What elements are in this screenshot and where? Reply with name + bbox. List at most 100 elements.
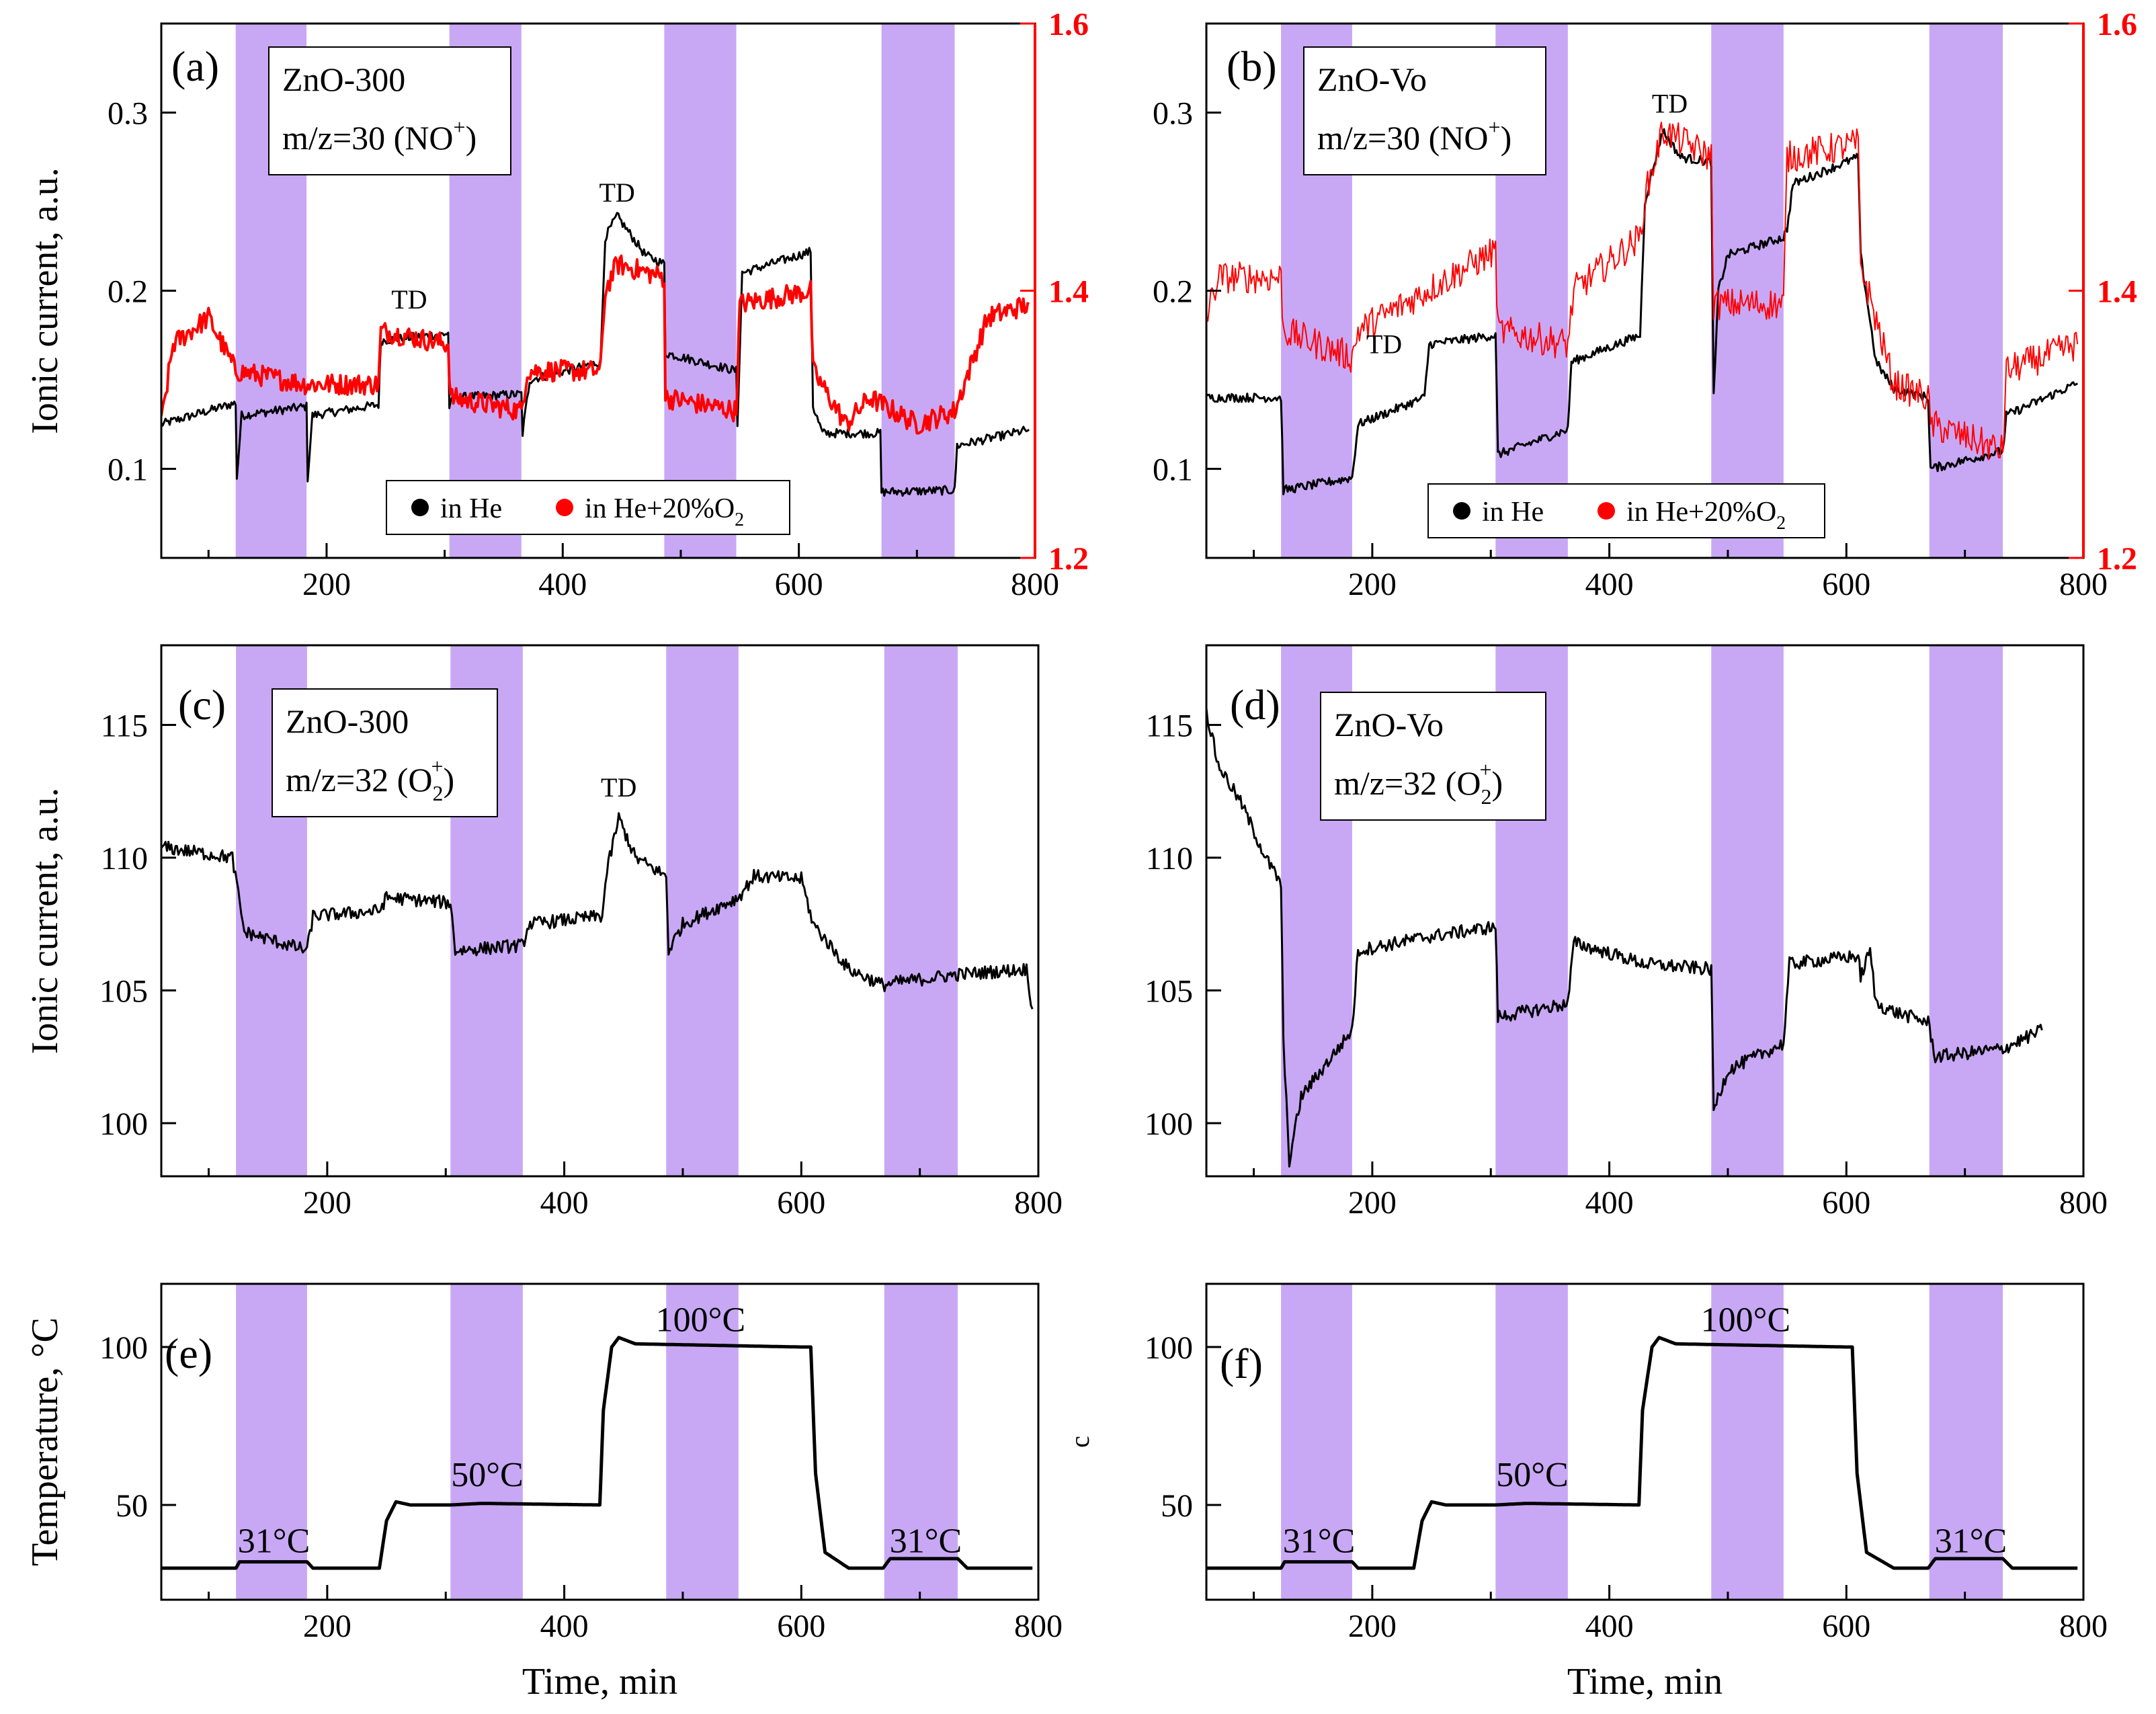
plot-frame-e <box>160 1282 1040 1601</box>
x-tick-label-d-600: 600 <box>1822 1185 1870 1221</box>
y-axis-title-a: Ionic current, a.u. <box>24 167 66 434</box>
info-box-c <box>272 688 498 817</box>
shaded-region-b-2 <box>1711 24 1784 558</box>
info-box-b <box>1303 46 1546 175</box>
info-box-sample-c: ZnO-300 <box>286 702 409 740</box>
series-line-b-0 <box>1206 128 2079 495</box>
shaded-region-d-2 <box>1711 645 1784 1176</box>
y-axis-title-f: c <box>1065 1436 1095 1448</box>
x-tick-label-a-400: 400 <box>538 567 587 602</box>
y-right-tick-label-a-1.6: 1.6 <box>1048 7 1089 42</box>
y-tick-label-d-105: 105 <box>1145 974 1193 1010</box>
x-tick-label-c-800: 800 <box>1014 1185 1063 1221</box>
y-axis-title-e: Temperature, °C <box>24 1317 66 1566</box>
y-tick-label-d-115: 115 <box>1146 708 1193 744</box>
y-tick-label-e-100: 100 <box>99 1330 148 1366</box>
y-tick-label-c-115: 115 <box>101 708 148 744</box>
x-tick-label-c-400: 400 <box>540 1185 589 1221</box>
info-box-sample-d: ZnO-Vo <box>1334 706 1444 743</box>
temp-label-e-3: 31°C <box>890 1522 962 1561</box>
shaded-region-b-3 <box>1929 24 2003 558</box>
x-tick-label-c-600: 600 <box>777 1185 825 1221</box>
x-tick-label-e-800: 800 <box>1014 1608 1063 1644</box>
x-tick-label-e-400: 400 <box>540 1608 589 1644</box>
shaded-region-d-3 <box>1929 645 2003 1176</box>
x-tick-label-b-600: 600 <box>1822 567 1870 602</box>
x-tick-label-c-200: 200 <box>303 1185 351 1221</box>
shaded-region-f-1 <box>1495 1284 1568 1600</box>
shaded-region-e-1 <box>450 1284 523 1600</box>
y-tick-label-f-100: 100 <box>1145 1330 1193 1366</box>
td-annotation-a-1: TD <box>599 177 634 208</box>
panel-b: 200 400 600 800 0.1 0.2 0.3 1.2 1.4 1.6 (b) ZnO-Vo m… <box>1153 7 2137 602</box>
legend-label-he-b: in He <box>1482 497 1544 528</box>
x-tick-label-e-600: 600 <box>777 1608 825 1644</box>
x-tick-label-d-200: 200 <box>1348 1185 1397 1221</box>
panel-label-a: (a) <box>171 42 219 90</box>
shaded-region-e-2 <box>666 1284 739 1600</box>
td-annotation-b-1: TD <box>1652 89 1688 119</box>
info-box-sample-a: ZnO-300 <box>282 60 405 98</box>
shaded-region-e-3 <box>884 1284 958 1600</box>
series-line-e-0 <box>161 1336 1033 1570</box>
plot-frame-d <box>1205 644 2085 1178</box>
y-tick-label-f-50: 50 <box>1161 1488 1193 1524</box>
temp-label-e-0: 31°C <box>238 1522 310 1561</box>
temp-label-f-3: 31°C <box>1935 1522 2007 1561</box>
panel-e: 200 400 600 800 50 100 (e) 31°C 50°C 100°C 31°C Tem… <box>24 1282 1063 1703</box>
plot-frame-c <box>160 644 1040 1178</box>
x-tick-label-a-600: 600 <box>775 567 823 602</box>
x-tick-label-d-800: 800 <box>2059 1185 2108 1221</box>
panel-f: 200 400 600 800 50 100 (f) 31°C 50°C 100°C 31°C c Ti… <box>1065 1282 2108 1703</box>
legend-marker-he-b <box>1453 502 1470 520</box>
temp-label-f-2: 100°C <box>1701 1301 1790 1340</box>
panel-d: 200 400 600 800 100 105 110 115 (d) ZnO-Vo m/z=32 … <box>1145 644 2108 1221</box>
y-tick-label-b-0.3: 0.3 <box>1153 96 1193 132</box>
x-tick-label-d-400: 400 <box>1585 1185 1634 1221</box>
panel-label-f: (f) <box>1220 1340 1263 1387</box>
legend-label-he-o2-a: in He+20%O2 <box>585 493 744 530</box>
series-line-f-0 <box>1206 1336 2078 1570</box>
x-axis-title-f: Time, min <box>1567 1661 1723 1703</box>
y-tick-label-d-110: 110 <box>1146 841 1193 876</box>
series-line-a-1 <box>161 254 1030 435</box>
shaded-region-c-3 <box>884 645 958 1176</box>
legend-marker-he-a <box>411 499 429 516</box>
td-annotation-c-0: TD <box>601 772 636 803</box>
x-tick-label-b-400: 400 <box>1585 567 1634 602</box>
panel-label-c: (c) <box>178 681 226 729</box>
panel-a: 200 400 600 800 0.1 0.2 0.3 1.2 1.4 1.6 (a) ZnO-300… <box>24 7 1089 602</box>
panel-label-e: (e) <box>165 1330 212 1377</box>
x-tick-label-e-200: 200 <box>303 1608 351 1644</box>
y-right-tick-label-b-1.2: 1.2 <box>2097 541 2137 577</box>
y-right-tick-label-a-1.4: 1.4 <box>1048 274 1089 310</box>
x-tick-label-f-800: 800 <box>2059 1608 2108 1644</box>
info-box-mz-b: m/z=30 (NO+) <box>1317 115 1511 157</box>
series-line-b-1 <box>1206 122 2079 460</box>
y-axis-title-c: Ionic current, a.u. <box>24 788 66 1054</box>
legend-label-he-a: in He <box>440 493 502 524</box>
x-tick-label-b-800: 800 <box>2059 567 2108 602</box>
y-tick-label-e-50: 50 <box>116 1488 148 1524</box>
info-box-d <box>1320 692 1546 821</box>
x-tick-label-a-200: 200 <box>302 567 351 602</box>
legend-marker-he-o2-a <box>556 499 573 516</box>
y-tick-label-a-0.3: 0.3 <box>108 96 148 132</box>
y-tick-label-c-100: 100 <box>99 1106 148 1142</box>
series-line-d-0 <box>1206 708 2043 1168</box>
td-annotation-b-0: TD <box>1366 329 1402 359</box>
panel-label-d: (d) <box>1230 681 1280 729</box>
x-tick-label-f-200: 200 <box>1348 1608 1397 1644</box>
temp-label-e-1: 50°C <box>451 1456 523 1494</box>
y-right-tick-label-a-1.2: 1.2 <box>1048 541 1089 577</box>
temp-label-f-0: 31°C <box>1283 1522 1355 1561</box>
y-tick-label-c-105: 105 <box>99 974 148 1010</box>
legend-label-he-o2-b: in He+20%O2 <box>1626 497 1786 534</box>
y-tick-label-d-100: 100 <box>1145 1106 1193 1142</box>
info-box-a <box>268 46 511 175</box>
legend-marker-he-o2-b <box>1598 502 1615 520</box>
y-tick-label-a-0.1: 0.1 <box>108 452 148 488</box>
shaded-region-f-0 <box>1281 1284 1352 1600</box>
shaded-region-e-0 <box>236 1284 307 1600</box>
